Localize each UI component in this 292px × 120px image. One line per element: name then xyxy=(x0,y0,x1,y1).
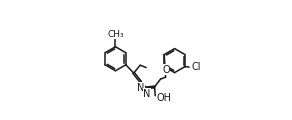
Text: N: N xyxy=(143,89,151,99)
Text: O: O xyxy=(162,65,170,75)
Text: CH₃: CH₃ xyxy=(107,30,124,39)
Text: Cl: Cl xyxy=(192,62,201,72)
Text: N: N xyxy=(138,83,145,93)
Text: OH: OH xyxy=(156,93,171,103)
